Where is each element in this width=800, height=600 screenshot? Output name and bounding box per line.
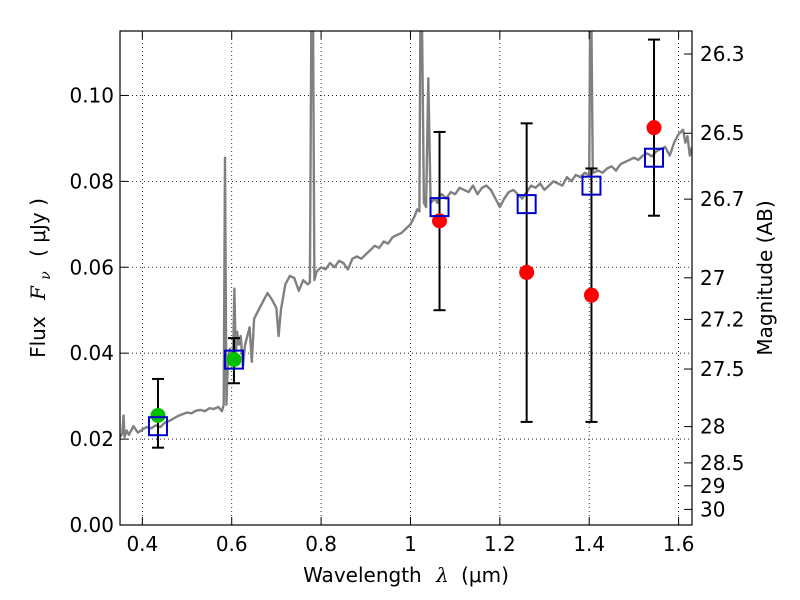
y-tick-label: 0.06 <box>69 255 114 279</box>
magnitude-tick-label: 27.5 <box>700 357 745 381</box>
marker-layer <box>147 120 665 437</box>
y-tick-label: 0.02 <box>69 427 114 451</box>
x-tick-label: 0.8 <box>305 532 337 556</box>
y-tick-label: 0.04 <box>69 341 114 365</box>
magnitude-tick-label: 26.5 <box>700 121 745 145</box>
data-point <box>583 287 599 303</box>
magnitude-axis-label: Magnitude (AB) <box>753 200 777 355</box>
spectrum-layer <box>120 31 692 439</box>
data-point <box>646 120 662 136</box>
x-tick-label: 0.6 <box>216 532 248 556</box>
y-tick-label: 0.10 <box>69 83 114 107</box>
data-point <box>226 352 242 368</box>
model-photometry-point <box>644 147 665 168</box>
model-photometry-point <box>147 416 168 437</box>
x-tick-label: 1 <box>404 532 417 556</box>
magnitude-tick-label: 30 <box>700 497 725 521</box>
y-tick-label: 0.00 <box>69 513 114 537</box>
tick-layer: 0.4 0.6 0.8 1 1.2 1.4 1.6 0.00 0.02 0.04 0.06 0.08 0… <box>69 31 745 556</box>
x-tick-label: 1.4 <box>573 532 605 556</box>
magnitude-tick-label: 26.3 <box>700 42 745 66</box>
x-tick-label: 1.2 <box>484 532 516 556</box>
data-point <box>519 264 535 280</box>
x-tick-label: 0.4 <box>126 532 158 556</box>
magnitude-tick-label: 27 <box>700 266 725 290</box>
magnitude-tick-label: 26.7 <box>700 187 745 211</box>
x-tick-label: 1.6 <box>663 532 695 556</box>
magnitude-tick-label: 28 <box>700 415 725 439</box>
magnitude-tick-label: 27.2 <box>700 307 745 331</box>
model-photometry-point <box>516 194 537 215</box>
model-photometry-point <box>223 349 244 370</box>
plot-frame <box>119 30 693 526</box>
magnitude-tick-label: 29 <box>700 474 725 498</box>
grid <box>120 31 692 526</box>
x-axis-label: Wavelength λ (μm) <box>303 563 509 587</box>
data-point <box>150 407 166 423</box>
spectrum-line <box>120 31 692 439</box>
model-photometry-point <box>581 175 602 196</box>
model-photometry-point <box>429 197 450 218</box>
y-axis-label: Flux F ν ( μJy ) <box>26 198 55 358</box>
magnitude-tick-label: 28.5 <box>700 451 745 475</box>
y-tick-label: 0.08 <box>69 169 114 193</box>
